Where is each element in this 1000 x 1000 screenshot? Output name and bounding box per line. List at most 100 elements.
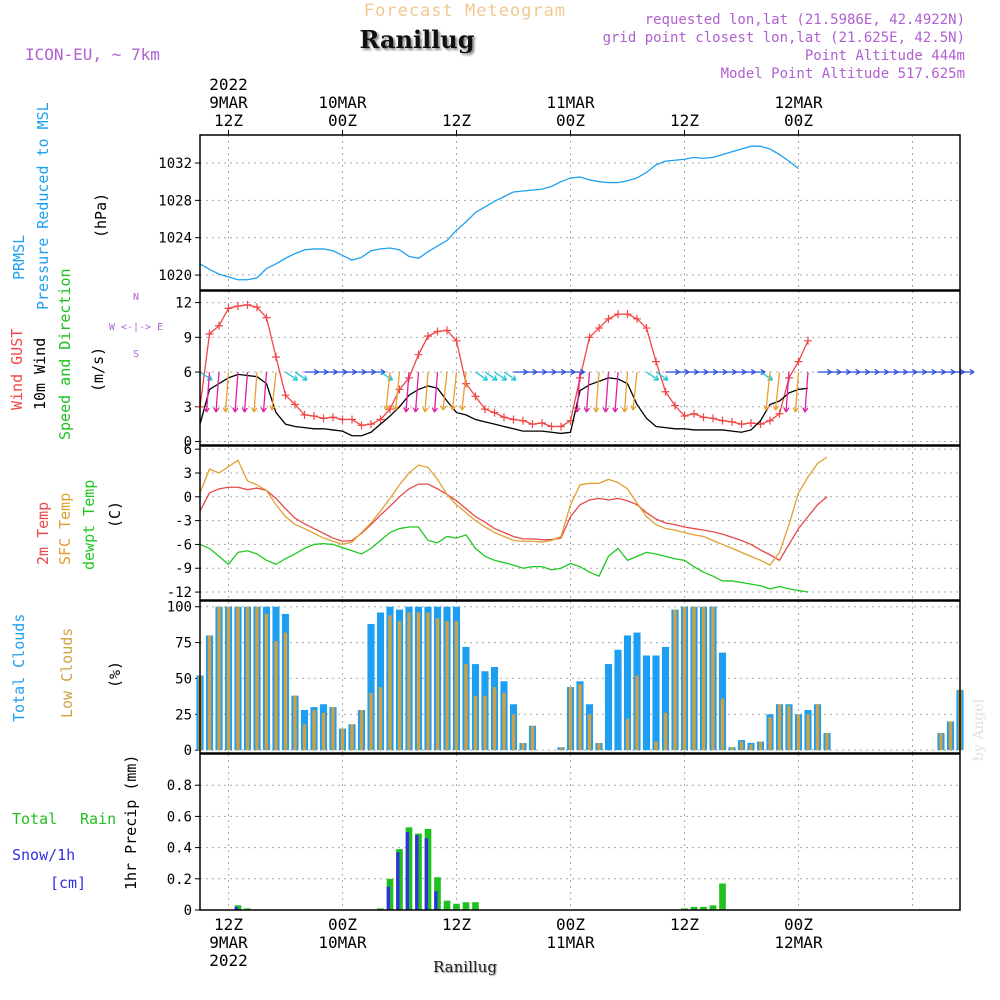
bar-low-cloud xyxy=(530,725,535,751)
temp-label: 2m Temp xyxy=(34,502,52,565)
point-altitude: Point Altitude 444m xyxy=(805,48,965,64)
bar-low-cloud xyxy=(815,704,820,751)
gust-point xyxy=(728,417,736,426)
wind-arrow-head xyxy=(783,407,790,413)
bar-total-cloud xyxy=(642,655,651,751)
gust-label: Wind GUST xyxy=(8,329,26,410)
precip-unit: 1hr Precip (mm) xyxy=(122,755,140,890)
bar-low-cloud xyxy=(340,728,345,751)
wind-arrow-head xyxy=(383,405,390,411)
wind-arrow-head xyxy=(802,407,809,413)
gust-point xyxy=(481,405,489,414)
y-tick-label: 0 xyxy=(184,903,192,919)
y-tick-label: 50 xyxy=(175,671,192,687)
bar-snow xyxy=(424,838,428,910)
wind-arrow-head xyxy=(510,375,517,381)
wind-arrow-head xyxy=(440,405,447,411)
gust-point xyxy=(348,415,356,424)
gust-point xyxy=(376,415,385,424)
wind-arrow xyxy=(646,371,659,381)
bar-rain xyxy=(681,908,688,910)
y-tick-label: 6 xyxy=(184,442,192,458)
bar-low-cloud xyxy=(359,709,364,751)
bar-low-cloud xyxy=(625,718,630,751)
bar-low-cloud xyxy=(331,707,335,751)
bar-low-cloud xyxy=(597,742,601,751)
wind-arrow-head xyxy=(491,375,498,381)
top-time-label: 12Z xyxy=(670,111,699,130)
y-tick-label: -6 xyxy=(175,537,192,553)
wind-arrow xyxy=(234,372,239,413)
wind-arrow xyxy=(224,372,230,413)
wind-arrow xyxy=(760,371,773,381)
low-clouds-label: Low Clouds xyxy=(58,628,76,718)
y-tick-label: -9 xyxy=(175,561,192,577)
wind-arrow xyxy=(414,372,420,413)
bar-total-cloud xyxy=(367,623,375,751)
requested-coords: requested lon,lat (21.5986E, 42.4922N) xyxy=(645,12,965,28)
bar-low-cloud xyxy=(378,687,383,751)
gust-point xyxy=(528,420,537,429)
wind-arrow-head xyxy=(583,407,590,413)
gust-point xyxy=(291,400,299,409)
wind-label: 10m Wind xyxy=(31,338,49,410)
wind-arrow-head xyxy=(392,405,400,411)
wind-arrow xyxy=(774,371,781,411)
bar-low-cloud xyxy=(521,742,525,751)
gust-point xyxy=(642,324,651,333)
gust-point xyxy=(623,310,632,319)
y-tick-label: 3 xyxy=(184,466,192,482)
bottom-time-label: 00Z xyxy=(328,915,357,934)
bar-low-cloud xyxy=(245,606,250,751)
gust-point xyxy=(690,409,698,418)
bar-low-cloud xyxy=(758,741,763,751)
bar-low-cloud xyxy=(464,664,468,751)
gust-point xyxy=(595,324,603,333)
bar-low-cloud xyxy=(559,747,563,751)
top-time-label: 12Z xyxy=(214,111,243,130)
temp-unit: (C) xyxy=(106,501,124,528)
bar-low-cloud xyxy=(730,747,734,751)
bar-low-cloud xyxy=(435,618,440,751)
gust-point xyxy=(205,329,214,338)
series-line-prmsl xyxy=(199,145,799,281)
y-tick-label: 75 xyxy=(175,636,192,652)
bar-low-cloud xyxy=(293,695,297,751)
bar-snow xyxy=(415,835,419,910)
gust-point xyxy=(395,385,404,394)
prmsl-unit: (hPa) xyxy=(92,193,110,238)
y-tick-label: 1032 xyxy=(158,156,192,172)
gust-point xyxy=(699,413,708,422)
wind-arrow-head xyxy=(969,368,975,376)
bar-low-cloud xyxy=(454,621,459,751)
bar-low-cloud xyxy=(587,714,592,751)
y-tick-label: 6 xyxy=(184,365,192,381)
compass-north: N xyxy=(133,292,139,303)
bar-low-cloud xyxy=(825,732,829,751)
y-tick-label: 0 xyxy=(184,490,192,506)
gust-point xyxy=(471,392,480,401)
bar-low-cloud xyxy=(692,606,696,751)
y-tick-label: 0.8 xyxy=(167,778,192,794)
location-title: Ranillug xyxy=(359,25,474,54)
precip-rain-label: Rain xyxy=(80,810,116,828)
top-time-label: 00Z xyxy=(784,111,813,130)
bar-low-cloud xyxy=(207,635,212,751)
gust-point xyxy=(262,313,271,322)
wind-arrow-head xyxy=(412,407,419,413)
wind-arrow-head xyxy=(292,375,299,381)
bar-total-cloud xyxy=(604,664,613,751)
wind-arrow xyxy=(585,372,591,413)
wind-arrow-head xyxy=(792,407,799,413)
wind-arrow xyxy=(215,372,220,413)
gust-point xyxy=(633,314,641,323)
wind-arrow xyxy=(442,371,448,411)
gust-point xyxy=(329,413,337,422)
bottom-time-label: 12Z xyxy=(670,915,699,934)
series-line-10m-wind xyxy=(199,373,809,437)
gust-point xyxy=(709,414,717,423)
wind-arrow-head xyxy=(203,407,210,413)
wind-arrow xyxy=(623,372,629,413)
bar-low-cloud xyxy=(663,712,668,751)
